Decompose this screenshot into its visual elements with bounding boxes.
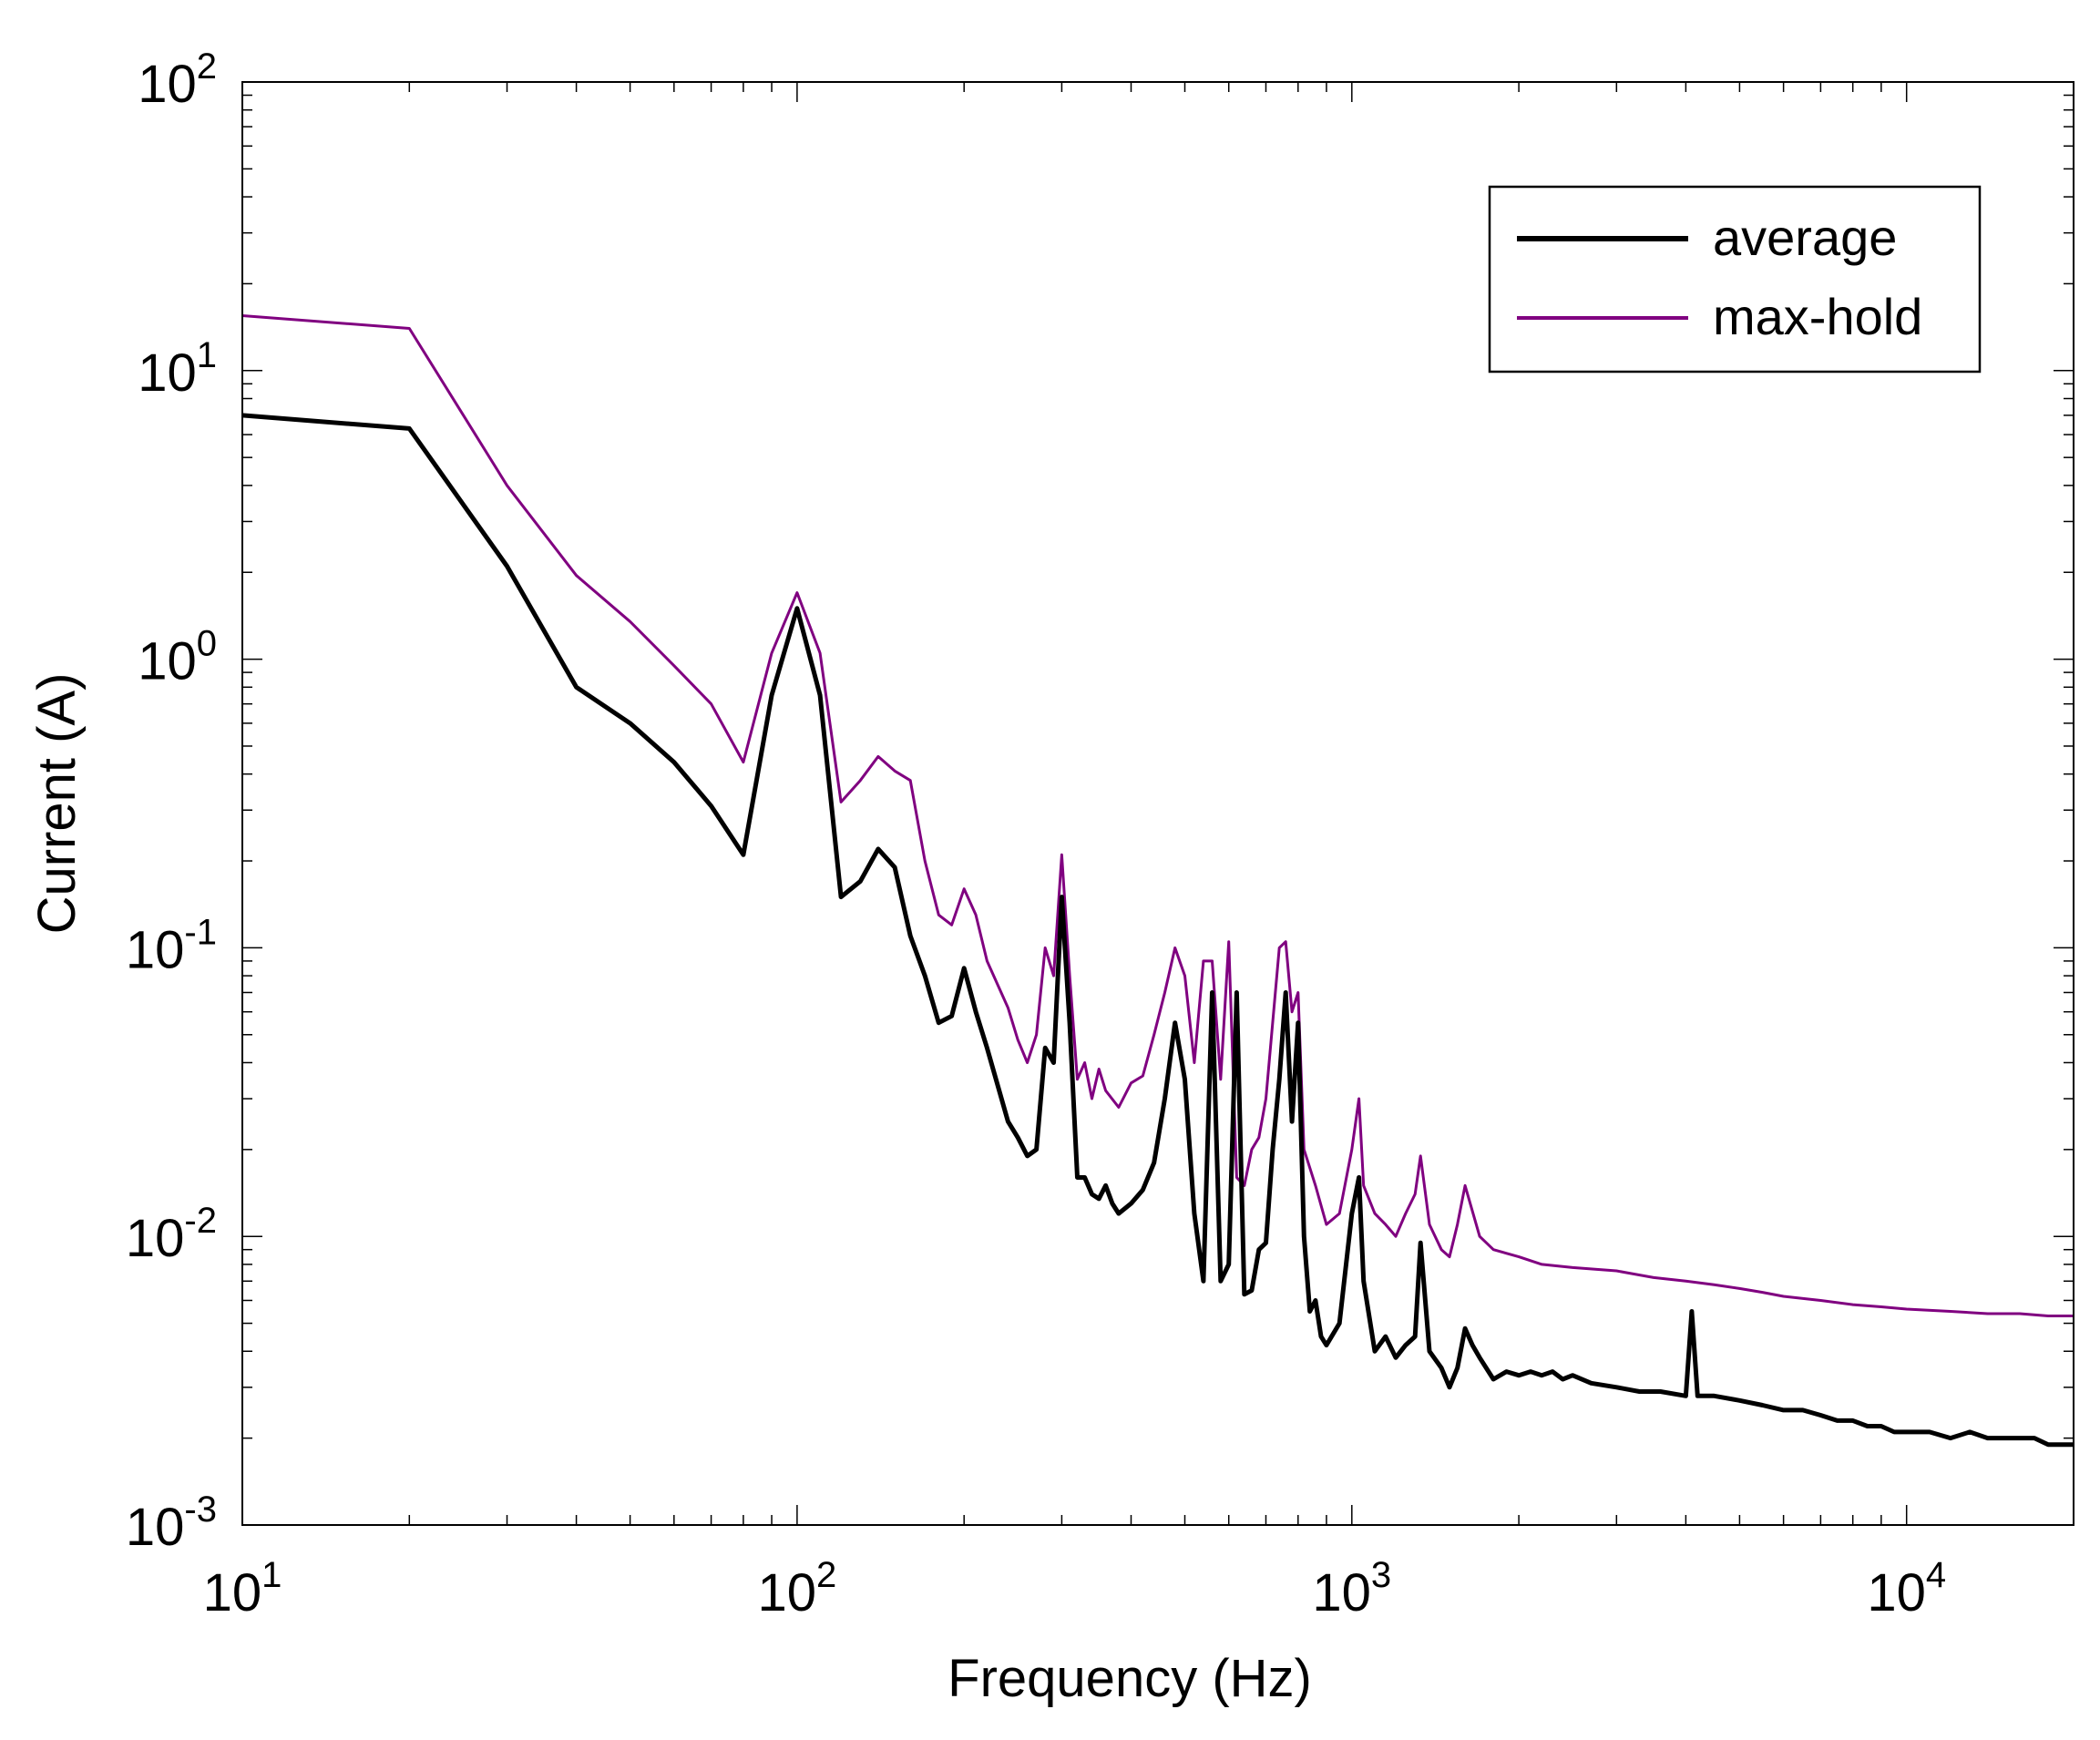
legend-label-average: average [1713, 209, 1897, 266]
y-tick-label: 10-1 [126, 912, 217, 979]
y-tick-label: 10-3 [126, 1489, 217, 1557]
tick-labels: 101 102 103 104 10-3 10-2 10-1 100 101 102 [126, 46, 1946, 1622]
x-tick-label: 104 [1867, 1555, 1946, 1622]
y-tick-label: 101 [138, 335, 217, 403]
y-tick-label: 100 [138, 624, 217, 691]
legend: average max-hold [1488, 185, 1982, 374]
x-tick-label: 103 [1312, 1555, 1391, 1622]
x-tick-label: 102 [758, 1555, 837, 1622]
legend-label-max-hold: max-hold [1713, 288, 1922, 345]
tick-layer [241, 81, 2074, 1526]
series-line-average [241, 413, 2074, 1448]
series-line-max-hold [241, 314, 2074, 1317]
axes-box [241, 81, 2074, 1526]
y-axis-label: Current (A) [27, 673, 87, 935]
y-tick-label: 10-2 [126, 1201, 217, 1268]
x-axis-label: Frequency (Hz) [948, 1649, 1312, 1708]
plot-area [241, 81, 2074, 1526]
series-layer [241, 314, 2074, 1448]
x-tick-label: 101 [203, 1555, 282, 1622]
y-tick-label: 102 [138, 46, 217, 114]
legend-box [1488, 185, 1982, 374]
